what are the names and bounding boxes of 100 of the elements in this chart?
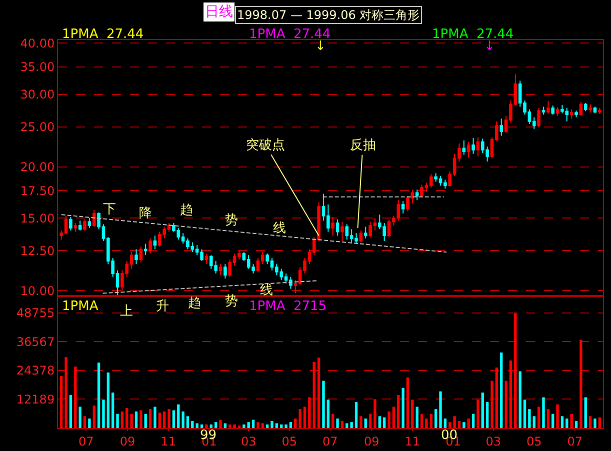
- annotation: ↓: [484, 39, 495, 54]
- bar: [126, 408, 128, 428]
- x-tick-label: 05: [526, 434, 542, 448]
- annotation: 势: [225, 213, 238, 228]
- y-tick-label: 48755: [16, 306, 55, 320]
- bar: [162, 411, 166, 428]
- candlestick: [415, 189, 419, 201]
- bar: [528, 409, 531, 428]
- candlestick: [92, 210, 96, 228]
- annotation: 趋: [188, 296, 201, 311]
- bar: [467, 418, 470, 428]
- bar: [434, 409, 438, 428]
- bar: [256, 422, 260, 428]
- bar: [448, 422, 452, 428]
- bar: [368, 414, 372, 428]
- annotation: 反抽: [350, 138, 376, 153]
- x-tick-label: 07: [322, 434, 338, 448]
- bar: [486, 402, 489, 428]
- candlestick: [593, 106, 597, 114]
- candlestick: [476, 136, 480, 157]
- x-tick-label: 11: [160, 434, 176, 448]
- bar: [317, 358, 320, 428]
- bar: [588, 416, 592, 428]
- bar: [158, 412, 161, 428]
- bar: [360, 416, 362, 428]
- bar: [261, 423, 264, 428]
- bar: [481, 392, 484, 428]
- annotation: 势: [225, 294, 238, 309]
- candlestick: [500, 118, 503, 136]
- bar: [504, 380, 508, 428]
- annotation: 突破点: [246, 138, 285, 153]
- bar: [594, 418, 596, 428]
- bar: [472, 414, 475, 428]
- bar: [154, 406, 156, 428]
- bar: [186, 416, 190, 428]
- bar: [289, 422, 292, 428]
- bar: [340, 420, 344, 428]
- bar: [308, 397, 311, 428]
- bar: [219, 420, 222, 428]
- x-tick-label: 09: [364, 434, 380, 448]
- bar: [130, 414, 133, 428]
- annotation: 1PMA 27.44: [432, 27, 514, 42]
- bar: [406, 377, 410, 428]
- candlestick: [69, 216, 72, 231]
- bar: [444, 418, 447, 428]
- candlestick: [542, 106, 546, 116]
- candlestick: [204, 253, 208, 265]
- y-tick-label: 40.00: [20, 36, 55, 50]
- y-tick-label: 10.00: [20, 284, 55, 298]
- bar: [144, 414, 147, 428]
- bar: [69, 394, 72, 428]
- bar: [382, 417, 386, 428]
- y-tick-label: 30.00: [20, 88, 55, 102]
- bar: [322, 380, 325, 428]
- annotation: 上: [120, 304, 133, 319]
- candlestick: [579, 101, 583, 116]
- bar: [500, 352, 503, 428]
- bar: [200, 424, 204, 428]
- candlestick: [429, 174, 433, 188]
- bar: [182, 411, 184, 428]
- bar: [102, 400, 105, 428]
- annotation: 降: [139, 206, 152, 221]
- bar: [294, 418, 297, 428]
- candlestick: [345, 224, 349, 240]
- bar: [92, 406, 96, 428]
- annotation: 1PMA: [62, 299, 98, 314]
- candlestick: [153, 235, 157, 250]
- annotation: 1PMA 2715: [249, 299, 327, 314]
- bar: [168, 409, 170, 428]
- bar: [518, 371, 522, 428]
- candlestick: [598, 108, 602, 114]
- bar: [60, 376, 63, 428]
- y-tick-label: 17.50: [20, 184, 55, 198]
- x-tick-label: 07: [78, 434, 94, 448]
- candlestick: [462, 140, 466, 156]
- bar: [574, 420, 578, 428]
- bar: [430, 414, 432, 428]
- bar: [374, 399, 376, 428]
- x-tick-label: 11: [404, 434, 420, 448]
- bar: [214, 422, 218, 428]
- bar: [364, 418, 367, 428]
- bar: [270, 420, 274, 428]
- bar: [140, 410, 142, 428]
- bar: [416, 406, 418, 428]
- bar: [312, 362, 316, 428]
- bar: [388, 411, 390, 428]
- bar: [354, 402, 358, 428]
- candlestick: [144, 243, 148, 256]
- y-tick-label: 12189: [16, 392, 55, 406]
- x-tick-label: 07: [567, 434, 583, 448]
- bar: [134, 411, 138, 428]
- y-tick-label: 12.50: [20, 244, 55, 258]
- bar: [112, 392, 114, 428]
- bar: [332, 414, 334, 428]
- bar: [346, 423, 348, 428]
- chart-subtitle: 日线: [205, 4, 233, 20]
- x-tick-label: 09: [120, 434, 136, 448]
- bar: [397, 394, 400, 428]
- candlestick: [551, 105, 554, 116]
- candlestick: [340, 221, 344, 242]
